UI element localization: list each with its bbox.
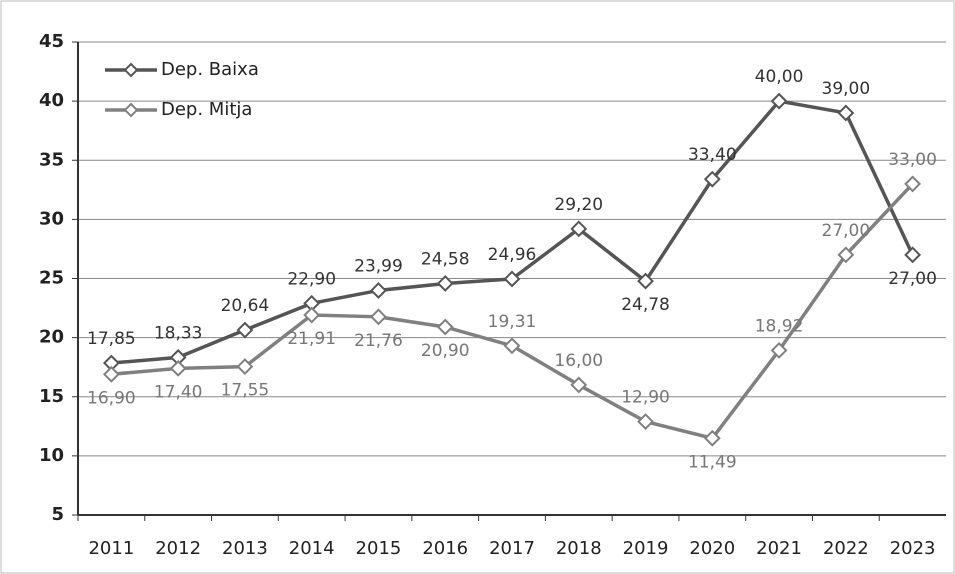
marker [503,337,521,355]
marker [169,359,187,377]
marker [570,220,588,238]
x-tick-label: 2018 [556,538,602,559]
marker [370,308,387,326]
value-label: 24,58 [421,249,470,269]
marker [904,175,922,193]
value-label: 16,90 [87,388,136,408]
value-label: 18,33 [154,323,203,343]
value-label: 21,76 [354,331,403,351]
y-tick-label: 10 [39,445,64,466]
value-label: 16,00 [554,351,603,371]
value-label: 23,99 [354,256,403,276]
x-tick-label: 2016 [422,538,468,559]
value-label: 21,91 [287,329,336,349]
marker [770,92,788,110]
y-tick-label: 35 [39,149,64,170]
x-tick-label: 2022 [823,538,869,559]
x-tick-label: 2017 [489,538,535,559]
value-label: 17,85 [87,329,136,349]
x-tick-label: 2021 [756,538,802,559]
value-label: 33,00 [888,150,937,170]
y-tick-label: 40 [39,90,64,111]
y-tick-label: 15 [39,386,64,407]
value-label: 40,00 [755,67,804,87]
value-label: 17,40 [154,382,203,402]
marker [102,365,120,383]
marker [837,104,855,122]
marker [303,306,321,324]
y-tick-label: 5 [51,504,64,525]
marker [703,170,721,188]
marker [637,272,654,290]
x-tick-label: 2012 [155,538,201,559]
y-tick-label: 30 [39,208,64,229]
value-label: 24,96 [488,245,537,265]
value-label: 22,90 [287,269,336,289]
marker [370,282,387,299]
marker [436,318,454,336]
marker [236,358,254,376]
marker [703,429,721,447]
marker [770,341,788,359]
y-tick-label: 20 [39,327,64,348]
y-tick-label: 25 [39,268,64,289]
marker [837,246,855,264]
value-label: 20,90 [421,341,470,361]
marker [236,321,254,339]
marker [637,413,654,430]
value-label: 17,55 [221,381,270,401]
value-label: 29,20 [554,195,603,215]
legend-marker [123,62,139,78]
x-tick-label: 2014 [289,538,335,559]
value-label: 11,49 [688,452,737,472]
x-tick-label: 2011 [88,538,134,559]
legend-label: Dep. Mitja [161,99,252,120]
value-label: 18,92 [755,316,804,336]
marker [570,376,588,394]
value-label: 27,00 [822,221,871,241]
value-label: 20,64 [221,296,270,316]
value-label: 24,78 [621,295,670,315]
x-tick-label: 2020 [689,538,735,559]
value-label: 19,31 [488,312,537,332]
marker [436,275,454,292]
value-label: 33,40 [688,145,737,165]
value-label: 39,00 [822,79,871,99]
value-label: 27,00 [888,269,937,289]
x-tick-label: 2013 [222,538,268,559]
value-label: 12,90 [621,388,670,408]
marker [503,270,521,288]
y-tick-label: 45 [39,31,64,52]
x-tick-label: 2019 [623,538,669,559]
legend-marker [123,102,139,118]
x-tick-label: 2015 [356,538,402,559]
x-tick-label: 2023 [890,538,936,559]
legend-label: Dep. Baixa [161,59,259,80]
marker [904,246,922,264]
